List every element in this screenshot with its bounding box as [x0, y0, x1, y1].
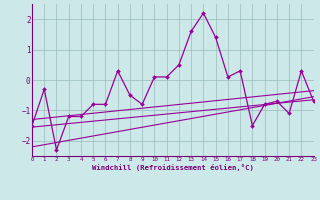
X-axis label: Windchill (Refroidissement éolien,°C): Windchill (Refroidissement éolien,°C)	[92, 164, 254, 171]
